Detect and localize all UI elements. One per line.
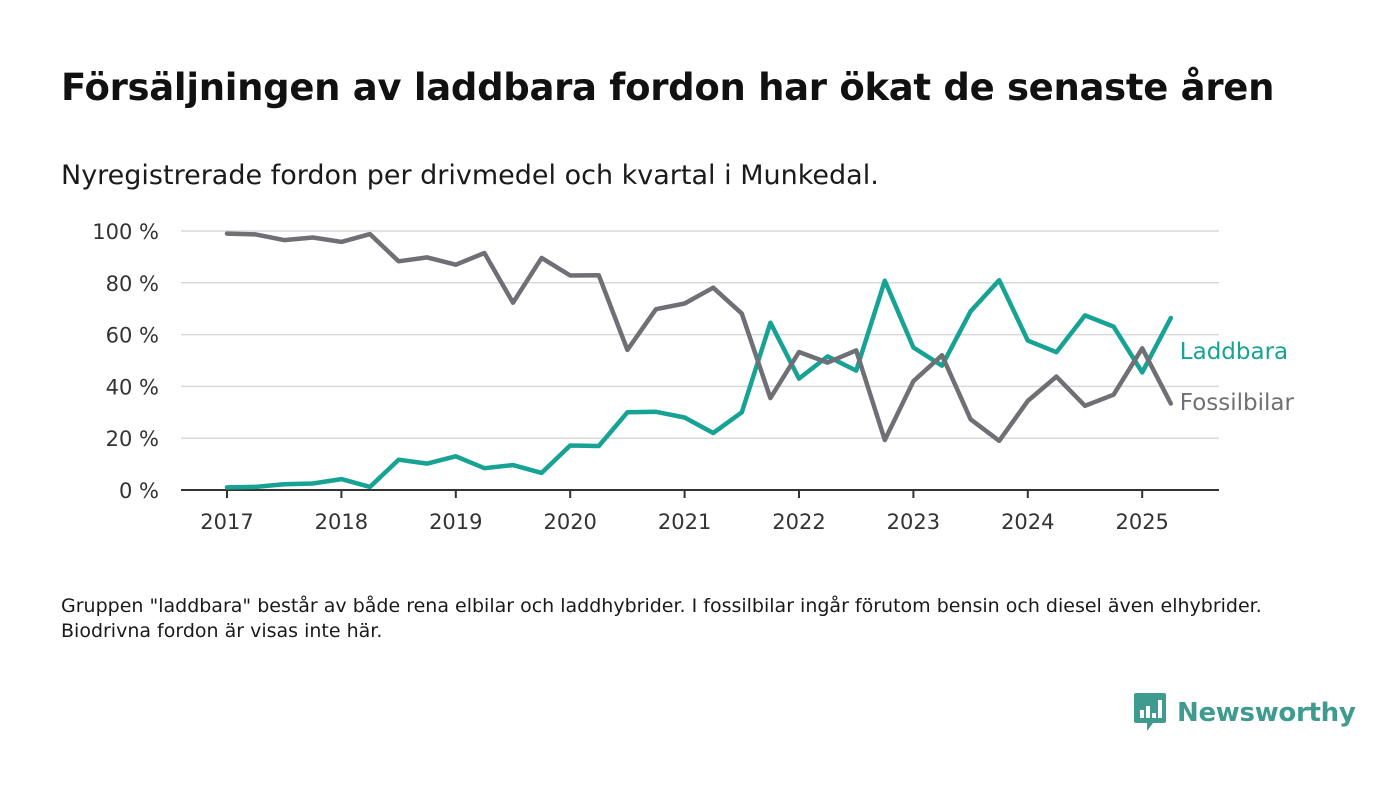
- series-line-laddbara: [224, 277, 1174, 490]
- chart-subtitle: Nyregistrerade fordon per drivmedel och …: [61, 160, 879, 191]
- series-line-fossilbilar: [224, 231, 1174, 444]
- chat-bar-chart-icon: [1134, 693, 1166, 731]
- x-tick-label: 2018: [315, 510, 368, 534]
- series-label-fossilbilar: Fossilbilar: [1180, 390, 1295, 416]
- y-tick-label: 100 %: [92, 220, 159, 244]
- footnote: Gruppen "laddbara" består av både rena e…: [61, 595, 1262, 642]
- x-tick-label: 2021: [658, 510, 711, 534]
- series-label-laddbara: Laddbara: [1180, 339, 1288, 365]
- x-tick-label: 2020: [543, 510, 596, 534]
- y-axis-ticks: 0 % 20 % 40 % 60 % 80 % 100 %: [92, 220, 159, 503]
- x-tick-label: 2019: [429, 510, 482, 534]
- line-chart: 0 % 20 % 40 % 60 % 80 % 100 % 2017 2018 2019 202…: [92, 220, 1295, 534]
- gridlines: [181, 230, 1219, 439]
- newsworthy-logo[interactable]: Newsworthy: [1133, 690, 1356, 736]
- x-tick-label: 2024: [1001, 510, 1054, 534]
- y-tick-label: 80 %: [106, 272, 159, 296]
- series-labels: Laddbara Fossilbilar: [1180, 339, 1295, 416]
- y-tick-label: 40 %: [106, 375, 159, 399]
- brand-name: Newsworthy: [1177, 698, 1356, 728]
- y-tick-label: 20 %: [106, 427, 159, 451]
- x-tick-label: 2023: [887, 510, 940, 534]
- x-tick-label: 2022: [772, 510, 825, 534]
- x-axis: 2017 2018 2019 2020 2021 2022 2023 2024 2025: [181, 489, 1219, 534]
- x-tick-label: 2025: [1115, 510, 1168, 534]
- chart-title: Försäljningen av laddbara fordon har öka…: [61, 66, 1275, 109]
- y-tick-label: 0 %: [119, 479, 159, 503]
- x-tick-label: 2017: [200, 510, 253, 534]
- series-lines: [224, 231, 1174, 490]
- y-tick-label: 60 %: [106, 324, 159, 348]
